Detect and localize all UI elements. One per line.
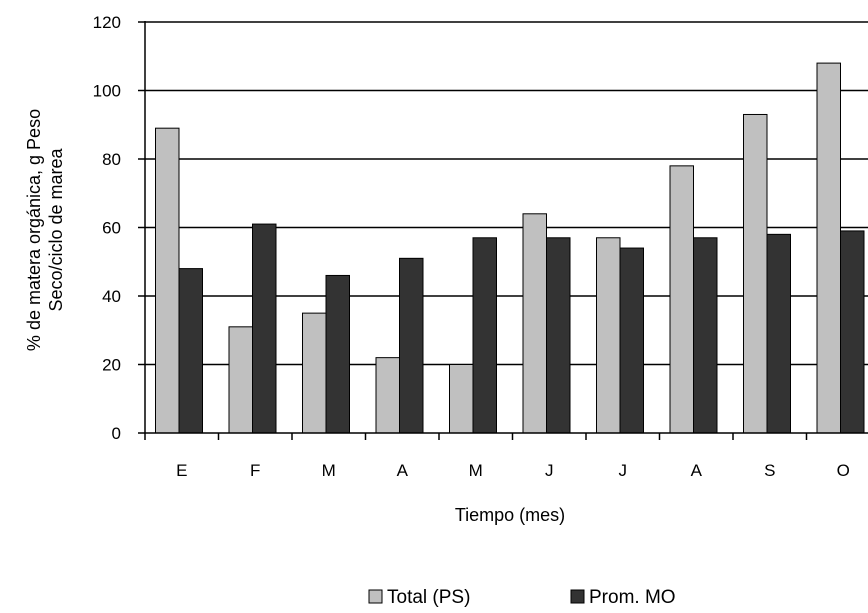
bar-prom-mo bbox=[693, 237, 718, 434]
bar-prom-mo bbox=[472, 237, 497, 434]
y-tick-label: 60 bbox=[102, 219, 121, 238]
bar-total-ps bbox=[816, 62, 841, 434]
bar-prom-mo bbox=[840, 230, 865, 434]
y-axis-title-line-1: % de matera orgánica, g Peso bbox=[24, 109, 44, 351]
bar-prom-mo bbox=[399, 257, 424, 434]
axes bbox=[138, 21, 868, 440]
bar-total-ps bbox=[522, 213, 547, 434]
x-tick-label: E bbox=[176, 461, 187, 480]
bar-total-ps bbox=[596, 237, 621, 434]
bar-prom-mo bbox=[325, 274, 350, 434]
legend-label-total: Total (PS) bbox=[387, 587, 470, 608]
y-axis-title: % de matera orgánica, g Peso Seco/ciclo … bbox=[24, 109, 66, 351]
y-tick-label: 120 bbox=[93, 13, 121, 32]
bar-prom-mo bbox=[252, 223, 277, 434]
bar-total-ps bbox=[155, 127, 180, 434]
y-tick-label: 20 bbox=[102, 356, 121, 375]
x-tick-label: J bbox=[619, 461, 628, 480]
y-axis-title-line-2: Seco/ciclo de marea bbox=[46, 147, 66, 311]
bar-prom-mo bbox=[619, 247, 644, 434]
legend-label-prom-mo: Prom. MO bbox=[589, 587, 676, 608]
bar-total-ps bbox=[228, 326, 253, 434]
x-tick-label: O bbox=[837, 461, 850, 480]
y-tick-label: 0 bbox=[112, 424, 121, 443]
bar-prom-mo bbox=[546, 237, 571, 434]
x-axis-title: Tiempo (mes) bbox=[455, 505, 565, 525]
bar-total-ps bbox=[669, 165, 694, 434]
bar-total-ps bbox=[375, 357, 400, 434]
legend-swatch-prom-mo bbox=[570, 589, 585, 604]
bar-total-ps bbox=[302, 312, 327, 434]
x-tick-label: M bbox=[322, 461, 336, 480]
bar-prom-mo bbox=[178, 268, 203, 434]
legend-swatch-total bbox=[368, 589, 383, 604]
bar-total-ps bbox=[449, 364, 474, 434]
bar-total-ps bbox=[743, 113, 768, 434]
bar-prom-mo bbox=[766, 233, 791, 434]
x-tick-label: M bbox=[469, 461, 483, 480]
y-tick-label: 40 bbox=[102, 287, 121, 306]
x-tick-label: J bbox=[545, 461, 554, 480]
y-tick-label: 80 bbox=[102, 150, 121, 169]
x-tick-label: S bbox=[764, 461, 775, 480]
y-tick-labels: 0 20 40 60 80 100 120 bbox=[93, 13, 121, 443]
legend: Total (PS) Prom. MO bbox=[368, 587, 676, 608]
x-tick-label: A bbox=[397, 461, 409, 480]
y-tick-label: 100 bbox=[93, 82, 121, 101]
x-tick-label: F bbox=[250, 461, 260, 480]
bars bbox=[155, 62, 865, 434]
x-tick-label: A bbox=[691, 461, 703, 480]
